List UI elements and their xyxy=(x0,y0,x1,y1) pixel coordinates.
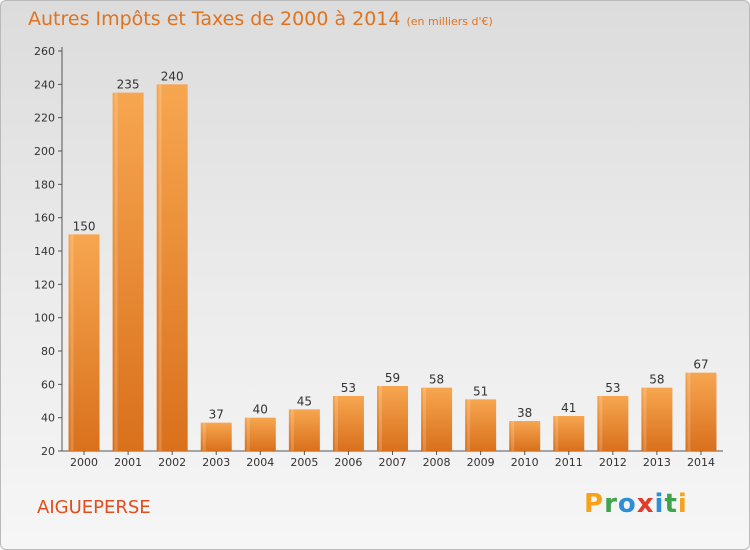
bar-value-label: 38 xyxy=(517,406,532,420)
bar xyxy=(553,416,585,451)
logo-letter: r xyxy=(604,489,618,519)
x-tick-label: 2001 xyxy=(114,456,142,469)
y-tick-label: 120 xyxy=(34,278,55,291)
bar-highlight xyxy=(70,234,74,451)
bar-highlight xyxy=(114,92,118,452)
bar-value-label: 45 xyxy=(297,394,312,408)
x-tick-label: 2003 xyxy=(202,456,230,469)
bar-value-label: 58 xyxy=(649,373,664,387)
bar xyxy=(685,372,717,451)
x-tick-label: 2013 xyxy=(643,456,671,469)
bar xyxy=(200,422,232,451)
y-tick-label: 160 xyxy=(34,212,55,225)
bar xyxy=(156,84,188,451)
x-tick-label: 2011 xyxy=(555,456,583,469)
x-tick-label: 2004 xyxy=(246,456,274,469)
bar-highlight xyxy=(599,396,603,451)
bar xyxy=(112,92,144,452)
logo-letter: P xyxy=(584,489,605,519)
bar xyxy=(641,387,673,451)
bar-highlight xyxy=(511,421,515,451)
bar-value-label: 67 xyxy=(693,358,708,372)
logo-letter: o xyxy=(617,489,637,519)
y-tick-label: 200 xyxy=(34,145,55,158)
logo-letter: i xyxy=(654,489,665,519)
bar-highlight xyxy=(334,396,338,451)
bar-highlight xyxy=(290,409,294,451)
bar-highlight xyxy=(379,386,382,451)
bar-value-label: 59 xyxy=(385,371,400,385)
chart-unit-label: (en milliers d'€) xyxy=(406,15,493,28)
y-tick-label: 80 xyxy=(41,345,55,358)
bar xyxy=(244,417,276,451)
y-tick-label: 140 xyxy=(34,245,55,258)
bar-highlight xyxy=(687,372,691,451)
bar-value-label: 51 xyxy=(473,384,488,398)
bar-highlight xyxy=(555,416,559,451)
chart-title: Autres Impôts et Taxes de 2000 à 2014 (en… xyxy=(28,8,493,30)
y-tick-label: 20 xyxy=(41,445,55,458)
commune-name: AIGUEPERSE xyxy=(37,497,151,518)
bar-value-label: 37 xyxy=(209,408,224,422)
bar xyxy=(597,396,629,451)
bar xyxy=(68,234,100,451)
x-tick-label: 2005 xyxy=(290,456,318,469)
x-tick-label: 2006 xyxy=(334,456,362,469)
x-tick-label: 2002 xyxy=(158,456,186,469)
x-tick-label: 2010 xyxy=(511,456,539,469)
bar-value-label: 53 xyxy=(605,381,620,395)
logo-letter: t xyxy=(664,489,678,519)
x-tick-label: 2014 xyxy=(687,456,715,469)
y-tick-label: 60 xyxy=(41,378,55,391)
x-tick-label: 2009 xyxy=(467,456,495,469)
bar-highlight xyxy=(158,84,162,451)
x-tick-label: 2007 xyxy=(379,456,407,469)
y-tick-label: 100 xyxy=(34,312,55,325)
bar-value-label: 58 xyxy=(429,373,444,387)
bar-highlight xyxy=(423,387,427,451)
bar xyxy=(421,387,453,451)
logo-letter: x xyxy=(636,489,655,519)
bar-highlight xyxy=(643,387,647,451)
y-tick-label: 40 xyxy=(41,412,55,425)
chart-title-text: Autres Impôts et Taxes de 2000 à 2014 xyxy=(28,8,401,30)
x-tick-label: 2008 xyxy=(423,456,451,469)
y-tick-label: 220 xyxy=(34,112,55,125)
logo-letter: i xyxy=(677,489,688,519)
bar-value-label: 240 xyxy=(161,69,184,83)
bar-value-label: 235 xyxy=(117,78,140,92)
y-tick-label: 260 xyxy=(34,45,55,58)
bar-highlight xyxy=(202,422,206,451)
proxiti-logo: Proxiti xyxy=(584,489,688,519)
x-tick-label: 2012 xyxy=(599,456,627,469)
bar-value-label: 150 xyxy=(73,219,96,233)
bar-value-label: 40 xyxy=(253,403,268,417)
y-tick-label: 240 xyxy=(34,78,55,91)
bar-value-label: 53 xyxy=(341,381,356,395)
bar xyxy=(377,386,408,451)
x-tick-label: 2000 xyxy=(70,456,98,469)
bar xyxy=(465,399,497,451)
bar-highlight xyxy=(467,399,471,451)
bar-highlight xyxy=(246,417,250,451)
bar xyxy=(288,409,320,451)
y-tick-label: 180 xyxy=(34,178,55,191)
bar xyxy=(509,421,541,451)
bar xyxy=(332,396,364,451)
bar-value-label: 41 xyxy=(561,401,576,415)
